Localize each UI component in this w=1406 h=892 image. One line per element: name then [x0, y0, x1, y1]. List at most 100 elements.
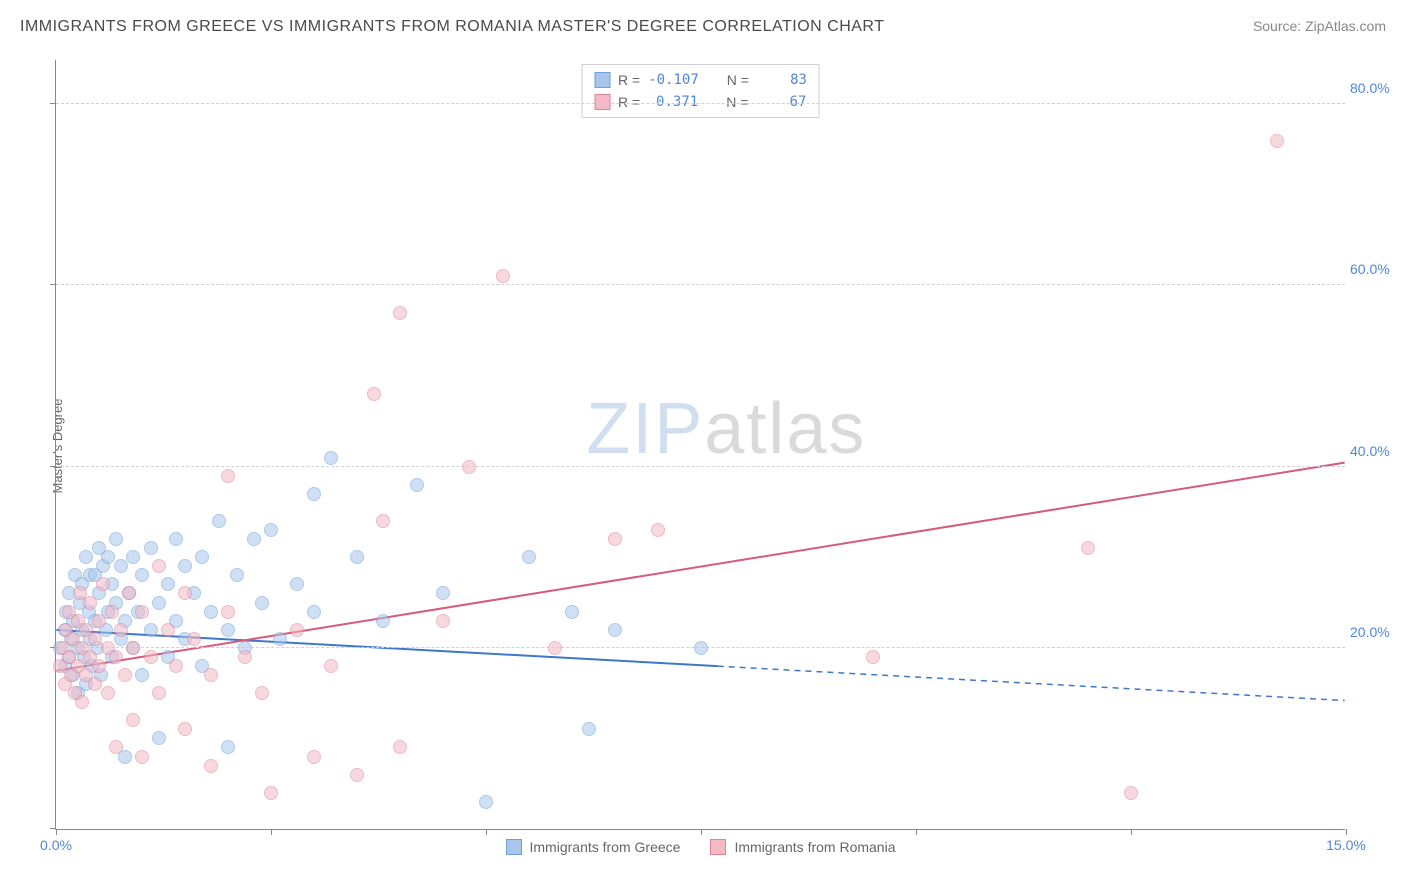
- data-point: [238, 650, 252, 664]
- data-point: [436, 614, 450, 628]
- data-point: [204, 605, 218, 619]
- data-point: [88, 677, 102, 691]
- data-point: [393, 306, 407, 320]
- data-point: [255, 686, 269, 700]
- data-point: [144, 623, 158, 637]
- x-tick: [916, 829, 917, 835]
- data-point: [393, 740, 407, 754]
- data-point: [88, 632, 102, 646]
- n-label: N =: [726, 91, 748, 113]
- data-point: [273, 632, 287, 646]
- data-point: [118, 668, 132, 682]
- data-point: [135, 605, 149, 619]
- trend-line-extrapolated: [718, 666, 1345, 700]
- x-tick-label: 0.0%: [40, 837, 72, 853]
- data-point: [221, 623, 235, 637]
- data-point: [126, 550, 140, 564]
- data-point: [169, 532, 183, 546]
- data-point: [178, 586, 192, 600]
- data-point: [152, 686, 166, 700]
- y-tick: [50, 284, 56, 285]
- data-point: [195, 550, 209, 564]
- data-point: [204, 759, 218, 773]
- x-tick: [271, 829, 272, 835]
- y-tick-label: 40.0%: [1350, 443, 1405, 459]
- y-tick: [50, 103, 56, 104]
- legend-row: R = -0.107N = 83: [594, 69, 807, 91]
- data-point: [264, 786, 278, 800]
- data-point: [126, 641, 140, 655]
- data-point: [221, 605, 235, 619]
- data-point: [212, 514, 226, 528]
- data-point: [114, 623, 128, 637]
- data-point: [152, 731, 166, 745]
- data-point: [187, 632, 201, 646]
- x-tick: [1346, 829, 1347, 835]
- data-point: [152, 596, 166, 610]
- data-point: [230, 568, 244, 582]
- legend-series-name: Immigrants from Romania: [734, 839, 895, 855]
- data-point: [582, 722, 596, 736]
- data-point: [1124, 786, 1138, 800]
- data-point: [92, 614, 106, 628]
- data-point: [83, 596, 97, 610]
- chart-plot-area: ZIPatlas R = -0.107N = 83R = 0.371N = 67…: [55, 60, 1345, 830]
- data-point: [178, 722, 192, 736]
- data-point: [101, 686, 115, 700]
- data-point: [105, 605, 119, 619]
- correlation-legend: R = -0.107N = 83R = 0.371N = 67: [581, 64, 820, 118]
- legend-row: R = 0.371N = 67: [594, 91, 807, 113]
- data-point: [144, 650, 158, 664]
- data-point: [247, 532, 261, 546]
- data-point: [1270, 134, 1284, 148]
- legend-item: Immigrants from Romania: [710, 839, 895, 855]
- data-point: [496, 269, 510, 283]
- source-label: Source:: [1253, 18, 1305, 34]
- x-tick-label: 15.0%: [1326, 837, 1366, 853]
- data-point: [109, 650, 123, 664]
- data-point: [608, 532, 622, 546]
- data-point: [522, 550, 536, 564]
- data-point: [376, 614, 390, 628]
- data-point: [350, 550, 364, 564]
- legend-swatch: [506, 839, 522, 855]
- data-point: [290, 577, 304, 591]
- y-tick-label: 80.0%: [1350, 80, 1405, 96]
- data-point: [169, 659, 183, 673]
- data-point: [135, 568, 149, 582]
- y-tick: [50, 466, 56, 467]
- data-point: [307, 605, 321, 619]
- data-point: [376, 514, 390, 528]
- data-point: [101, 550, 115, 564]
- gridline: [56, 466, 1345, 467]
- data-point: [75, 695, 89, 709]
- data-point: [651, 523, 665, 537]
- data-point: [436, 586, 450, 600]
- data-point: [290, 623, 304, 637]
- data-point: [307, 487, 321, 501]
- data-point: [96, 577, 110, 591]
- data-point: [178, 559, 192, 573]
- legend-swatch: [710, 839, 726, 855]
- data-point: [161, 623, 175, 637]
- data-point: [866, 650, 880, 664]
- data-point: [255, 596, 269, 610]
- data-point: [204, 668, 218, 682]
- r-label: R =: [618, 91, 640, 113]
- x-tick: [486, 829, 487, 835]
- data-point: [152, 559, 166, 573]
- legend-series-name: Immigrants from Greece: [530, 839, 681, 855]
- data-point: [144, 541, 158, 555]
- gridline: [56, 103, 1345, 104]
- series-legend: Immigrants from Greece Immigrants from Ro…: [506, 839, 896, 855]
- r-label: R =: [618, 69, 640, 91]
- source-name: ZipAtlas.com: [1305, 18, 1386, 34]
- data-point: [479, 795, 493, 809]
- y-tick-label: 60.0%: [1350, 261, 1405, 277]
- data-point: [324, 451, 338, 465]
- data-point: [221, 469, 235, 483]
- data-point: [410, 478, 424, 492]
- legend-swatch: [594, 94, 610, 110]
- data-point: [135, 668, 149, 682]
- data-point: [307, 750, 321, 764]
